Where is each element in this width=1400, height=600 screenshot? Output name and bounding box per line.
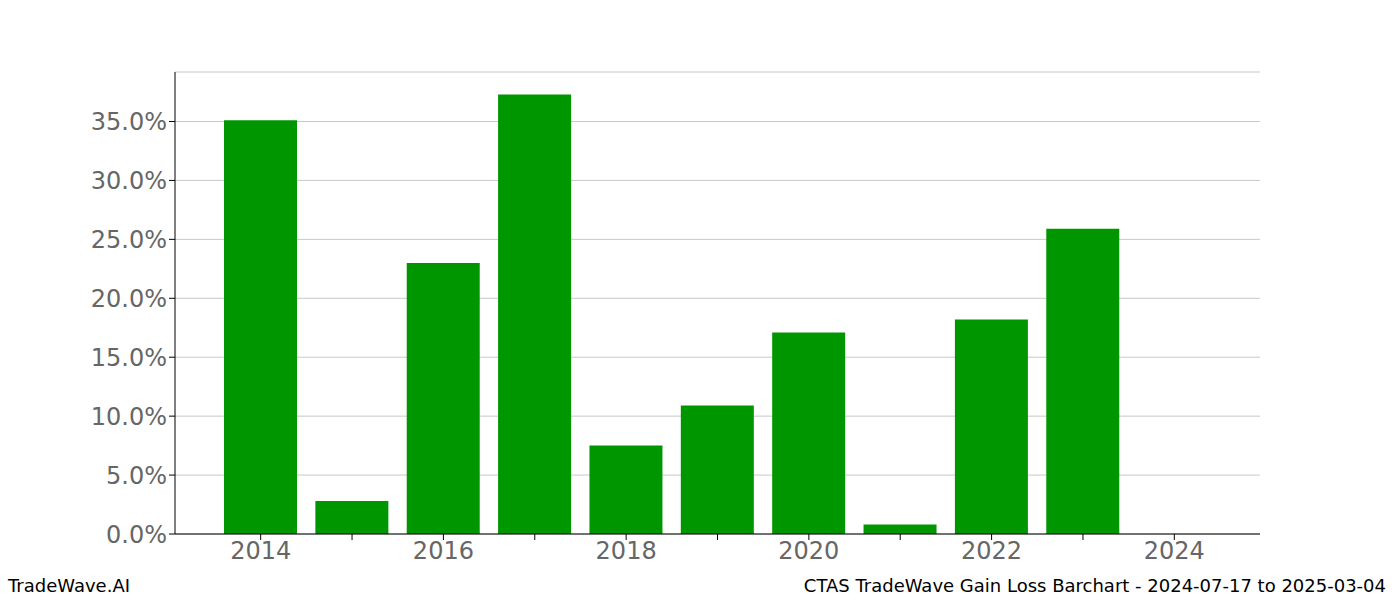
html-text:TradeWave.AI: TradeWave.AI	[8, 575, 130, 596]
svg-text:0.0%: 0.0%	[106, 521, 167, 549]
svg-text:2014: 2014	[230, 537, 291, 565]
svg-text:2020: 2020	[778, 537, 839, 565]
svg-text:15.0%: 15.0%	[91, 344, 167, 372]
svg-text:10.0%: 10.0%	[91, 403, 167, 431]
svg-text:25.0%: 25.0%	[91, 226, 167, 254]
svg-text:35.0%: 35.0%	[91, 108, 167, 136]
svg-text:2022: 2022	[961, 537, 1022, 565]
svg-text:2016: 2016	[413, 537, 474, 565]
svg-text:2018: 2018	[596, 537, 657, 565]
html-text:CTAS TradeWave Gain Loss Barch: CTAS TradeWave Gain Loss Barchart - 2024…	[803, 575, 1386, 596]
svg-text:30.0%: 30.0%	[91, 167, 167, 195]
svg-text:2024: 2024	[1144, 537, 1205, 565]
svg-text:20.0%: 20.0%	[91, 285, 167, 313]
svg-text:5.0%: 5.0%	[106, 462, 167, 490]
